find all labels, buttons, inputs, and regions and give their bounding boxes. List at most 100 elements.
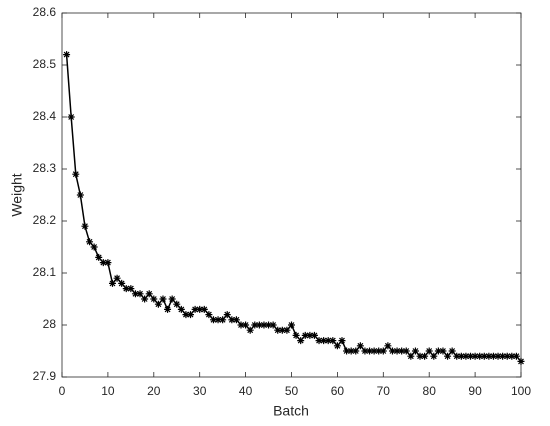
marker: [219, 316, 227, 324]
marker: [338, 337, 346, 345]
marker: [411, 347, 419, 355]
marker: [489, 352, 497, 360]
y-tick-label: 27.9: [33, 369, 57, 383]
marker: [278, 326, 286, 334]
marker: [136, 290, 144, 298]
marker: [168, 295, 176, 303]
marker: [237, 321, 245, 329]
x-tick-label: 80: [423, 384, 437, 398]
marker: [407, 352, 415, 360]
marker: [104, 259, 112, 267]
marker: [448, 347, 456, 355]
marker: [462, 352, 470, 360]
marker: [457, 352, 465, 360]
marker: [223, 311, 231, 319]
marker: [352, 347, 360, 355]
marker: [228, 316, 236, 324]
marker: [159, 295, 167, 303]
marker: [260, 321, 268, 329]
marker: [444, 352, 452, 360]
marker: [127, 285, 135, 293]
marker: [421, 352, 429, 360]
marker: [499, 352, 507, 360]
marker: [191, 305, 199, 313]
marker: [366, 347, 374, 355]
marker: [251, 321, 259, 329]
marker: [393, 347, 401, 355]
marker: [246, 326, 254, 334]
marker: [503, 352, 511, 360]
marker: [145, 290, 153, 298]
marker: [485, 352, 493, 360]
marker: [306, 331, 314, 339]
marker: [164, 305, 172, 313]
marker: [333, 342, 341, 350]
marker: [63, 51, 71, 59]
marker: [95, 253, 103, 261]
x-tick-label: 40: [239, 384, 253, 398]
marker: [67, 113, 75, 121]
marker: [200, 305, 208, 313]
marker: [453, 352, 461, 360]
marker: [177, 305, 185, 313]
marker: [471, 352, 479, 360]
y-tick-label: 28.3: [33, 161, 57, 175]
x-tick-label: 10: [101, 384, 115, 398]
marker: [196, 305, 204, 313]
marker: [274, 326, 282, 334]
marker: [361, 347, 369, 355]
marker: [508, 352, 516, 360]
x-tick-label: 100: [511, 384, 531, 398]
marker: [480, 352, 488, 360]
marker: [242, 321, 250, 329]
marker: [72, 170, 80, 178]
marker: [301, 331, 309, 339]
marker: [425, 347, 433, 355]
y-tick-label: 28.2: [33, 213, 57, 227]
marker: [182, 311, 190, 319]
marker: [315, 337, 323, 345]
x-tick-label: 30: [193, 384, 207, 398]
marker: [81, 222, 89, 230]
plot-frame: [61, 12, 522, 378]
marker: [288, 321, 295, 329]
marker: [209, 316, 217, 324]
marker: [154, 300, 162, 308]
marker: [269, 321, 277, 329]
marker: [388, 347, 396, 355]
marker: [379, 347, 387, 355]
marker: [494, 352, 502, 360]
y-tick-label: 28: [43, 317, 57, 331]
marker: [384, 342, 392, 350]
marker: [343, 347, 351, 355]
x-axis-label: Batch: [273, 403, 309, 419]
marker: [255, 321, 263, 329]
y-tick-label: 28.5: [33, 57, 57, 71]
marker: [467, 352, 475, 360]
marker: [402, 347, 410, 355]
marker: [150, 295, 158, 303]
marker: [324, 337, 332, 345]
marker: [398, 347, 406, 355]
marker: [76, 191, 84, 199]
marker: [86, 238, 94, 246]
marker: [214, 316, 222, 324]
x-tick-label: 20: [147, 384, 161, 398]
x-tick-label: 0: [59, 384, 66, 398]
marker: [329, 337, 337, 345]
marker: [265, 321, 273, 329]
marker: [283, 326, 291, 334]
marker: [297, 337, 305, 345]
x-tick-label: 70: [377, 384, 391, 398]
marker: [113, 274, 121, 282]
y-tick-label: 28.6: [33, 5, 57, 19]
marker: [292, 331, 300, 339]
marker: [517, 357, 525, 365]
marker: [99, 259, 107, 267]
marker: [131, 290, 139, 298]
x-tick-label: 90: [468, 384, 482, 398]
marker: [430, 352, 438, 360]
x-tick-label: 50: [285, 384, 299, 398]
marker: [434, 347, 442, 355]
